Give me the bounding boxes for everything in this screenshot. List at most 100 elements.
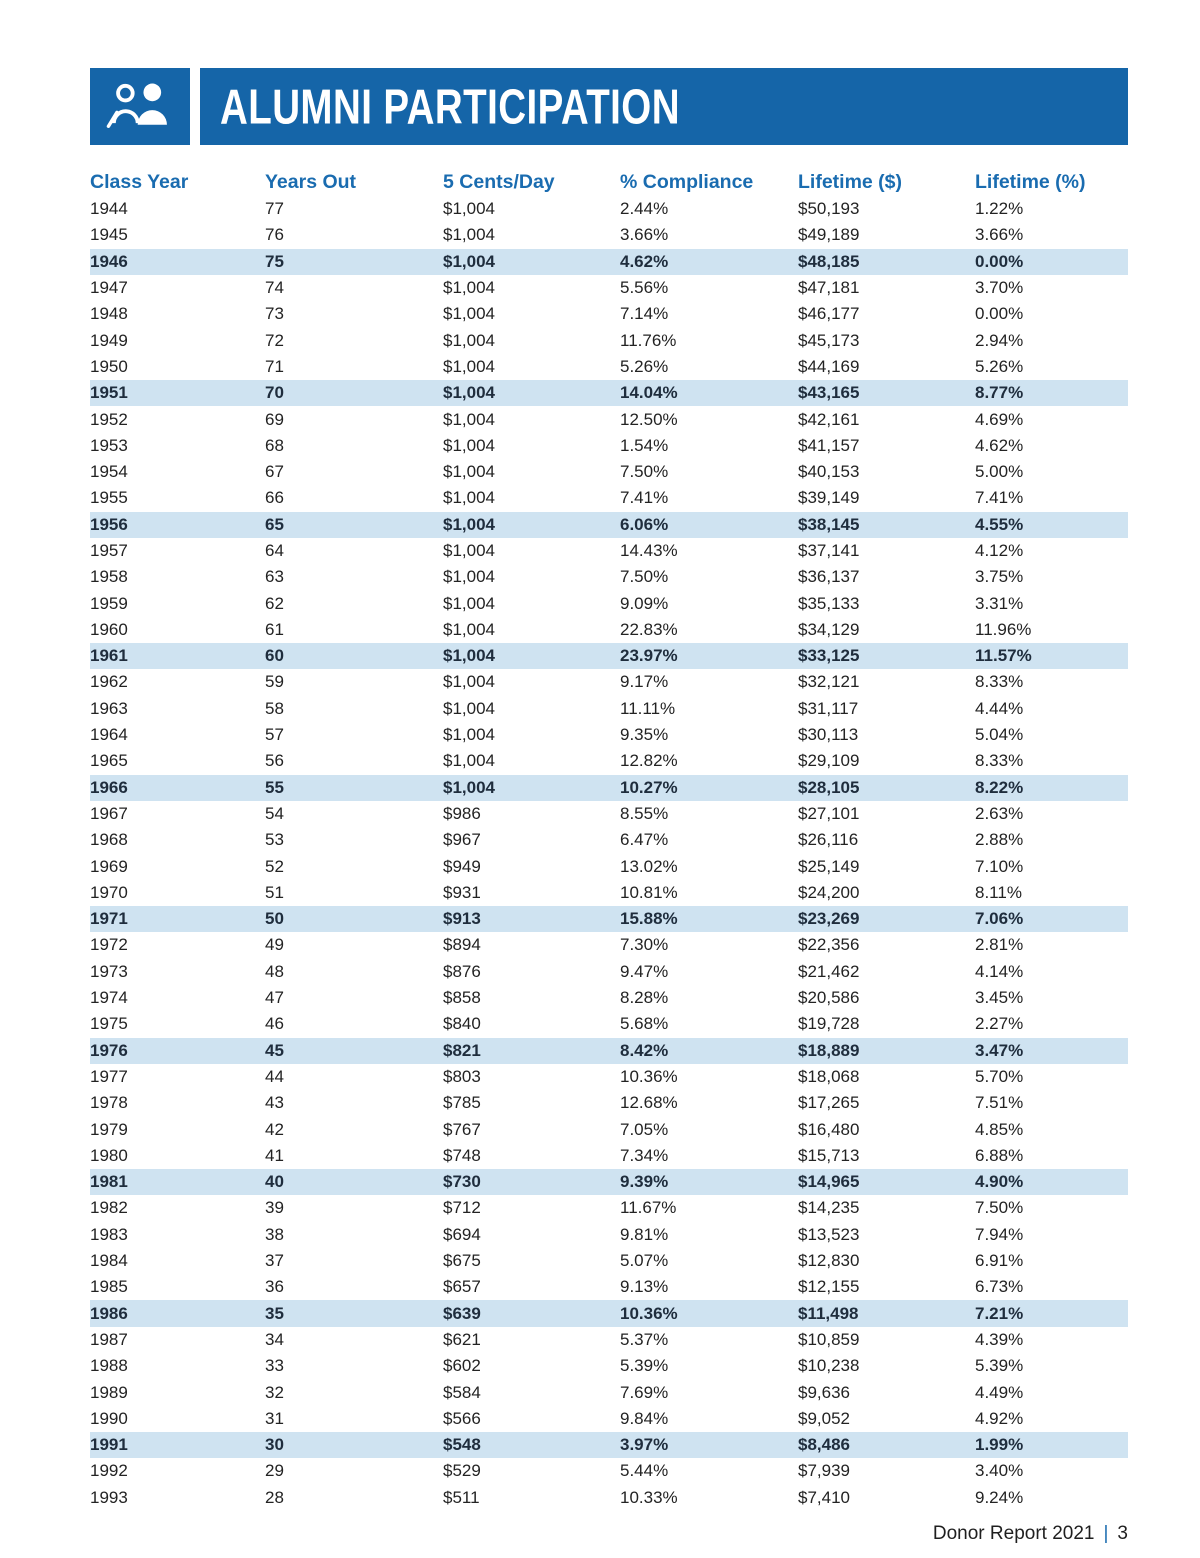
- table-cell-years-out: 45: [265, 1040, 284, 1060]
- table-cell-5-cents-day: $1,004: [443, 567, 495, 587]
- table-row: 1981 40 $730 9.39% $14,965 4.90%: [90, 1168, 1128, 1196]
- table-cell-years-out: 34: [265, 1329, 284, 1349]
- table-cell-class-year: 1964: [90, 725, 128, 745]
- table-cell-class-year: 1968: [90, 830, 128, 850]
- table-cell-years-out: 43: [265, 1093, 284, 1113]
- table-cell-5-cents-day: $1,004: [443, 356, 495, 376]
- table-cell-class-year: 1946: [90, 251, 128, 271]
- table-cell-years-out: 53: [265, 830, 284, 850]
- table-cell-years-out: 69: [265, 409, 284, 429]
- table-cell-5-cents-day: $876: [443, 961, 481, 981]
- table-cell-years-out: 56: [265, 751, 284, 771]
- table-row: 1977 44 $803 10.36% $18,068 5.70%: [90, 1064, 1128, 1090]
- table-row: 1969 52 $949 13.02% $25,149 7.10%: [90, 853, 1128, 879]
- table-cell-5-cents-day: $894: [443, 935, 481, 955]
- table-row: 1960 61 $1,004 22.83% $34,129 11.96%: [90, 617, 1128, 643]
- table-cell-compliance: 8.42%: [620, 1040, 669, 1060]
- table-cell-5-cents-day: $967: [443, 830, 481, 850]
- table-cell-lifetime: 1.99%: [975, 1435, 1024, 1455]
- table-row: 1964 57 $1,004 9.35% $30,113 5.04%: [90, 722, 1128, 748]
- table-cell-class-year: 1973: [90, 961, 128, 981]
- table-cell-5-cents-day: $529: [443, 1461, 481, 1481]
- table-row: 1991 30 $548 3.97% $8,486 1.99%: [90, 1431, 1128, 1459]
- table-cell-years-out: 75: [265, 251, 284, 271]
- table-cell-lifetime: $29,109: [798, 751, 860, 771]
- table-cell-compliance: 8.55%: [620, 803, 669, 823]
- table-cell-compliance: 7.34%: [620, 1145, 669, 1165]
- table-row: 1990 31 $566 9.84% $9,052 4.92%: [90, 1406, 1128, 1432]
- table-cell-class-year: 1957: [90, 541, 128, 560]
- table-cell-class-year: 1970: [90, 882, 128, 902]
- table-cell-class-year: 1963: [90, 698, 128, 718]
- table-cell-years-out: 50: [265, 909, 284, 929]
- table-cell-lifetime: $42,161: [798, 409, 860, 429]
- table-cell-5-cents-day: $1,004: [443, 304, 495, 324]
- table-row: 1992 29 $529 5.44% $7,939 3.40%: [90, 1458, 1128, 1484]
- table-cell-5-cents-day: $840: [443, 1014, 481, 1034]
- table-cell-lifetime: $13,523: [798, 1224, 860, 1244]
- table-cell-lifetime: $25,149: [798, 856, 860, 876]
- table-cell-compliance: 10.36%: [620, 1066, 678, 1086]
- table-cell-lifetime: 4.62%: [975, 435, 1024, 455]
- table-cell-lifetime: $8,486: [798, 1435, 850, 1455]
- table-cell-5-cents-day: $1,004: [443, 751, 495, 771]
- table-cell-years-out: 36: [265, 1277, 284, 1297]
- table-cell-years-out: 31: [265, 1408, 284, 1428]
- table-row: 1975 46 $840 5.68% $19,728 2.27%: [90, 1011, 1128, 1037]
- table-row: 1944 77 $1,004 2.44% $50,193 1.22%: [90, 196, 1128, 222]
- table-cell-years-out: 42: [265, 1119, 284, 1139]
- table-cell-lifetime: $24,200: [798, 882, 860, 902]
- table-cell-5-cents-day: $639: [443, 1303, 481, 1323]
- table-cell-5-cents-day: $1,004: [443, 646, 495, 666]
- table-cell-class-year: 1971: [90, 909, 128, 929]
- table-row: 1947 74 $1,004 5.56% $47,181 3.70%: [90, 275, 1128, 301]
- table-cell-years-out: 41: [265, 1145, 284, 1165]
- table-cell-class-year: 1956: [90, 514, 128, 534]
- table-cell-lifetime: $18,068: [798, 1066, 860, 1086]
- table-cell-compliance: 6.06%: [620, 514, 669, 534]
- table-cell-compliance: 14.43%: [620, 541, 678, 560]
- table-cell-5-cents-day: $803: [443, 1066, 481, 1086]
- table-cell-compliance: 9.39%: [620, 1172, 669, 1192]
- table-cell-lifetime: 3.31%: [975, 593, 1024, 613]
- alumni-people-icon: [90, 68, 190, 145]
- table-cell-years-out: 63: [265, 567, 284, 587]
- table-cell-years-out: 66: [265, 488, 284, 508]
- table-cell-5-cents-day: $821: [443, 1040, 481, 1060]
- table-cell-class-year: 1962: [90, 672, 128, 692]
- table-cell-class-year: 1951: [90, 383, 128, 403]
- table-cell-lifetime: $38,145: [798, 514, 860, 534]
- table-cell-class-year: 1978: [90, 1093, 128, 1113]
- table-row: 1974 47 $858 8.28% $20,586 3.45%: [90, 985, 1128, 1011]
- table-cell-lifetime: $39,149: [798, 488, 860, 508]
- table-cell-compliance: 11.76%: [620, 330, 677, 350]
- table-cell-years-out: 46: [265, 1014, 284, 1034]
- alumni-participation-table: Class Year Years Out 5 Cents/Day % Complian…: [90, 168, 1128, 1511]
- table-row: 1972 49 $894 7.30% $22,356 2.81%: [90, 932, 1128, 958]
- table-cell-lifetime: $11,498: [798, 1303, 859, 1323]
- table-cell-5-cents-day: $1,004: [443, 251, 495, 271]
- table-cell-compliance: 9.47%: [620, 961, 669, 981]
- table-cell-class-year: 1979: [90, 1119, 128, 1139]
- table-cell-lifetime: 2.63%: [975, 803, 1024, 823]
- table-cell-lifetime: $49,189: [798, 225, 860, 245]
- table-cell-compliance: 7.05%: [620, 1119, 669, 1139]
- table-cell-compliance: 12.82%: [620, 751, 678, 771]
- table-cell-years-out: 28: [265, 1487, 284, 1507]
- table-cell-class-year: 1983: [90, 1224, 128, 1244]
- table-cell-years-out: 37: [265, 1251, 284, 1271]
- table-cell-5-cents-day: $1,004: [443, 409, 495, 429]
- table-cell-lifetime: $50,193: [798, 199, 860, 219]
- table-cell-class-year: 1958: [90, 567, 128, 587]
- table-row: 1959 62 $1,004 9.09% $35,133 3.31%: [90, 590, 1128, 616]
- table-cell-lifetime: $7,939: [798, 1461, 850, 1481]
- table-cell-compliance: 5.07%: [620, 1251, 669, 1271]
- table-cell-years-out: 74: [265, 278, 284, 298]
- table-cell-class-year: 1952: [90, 409, 128, 429]
- table-cell-compliance: 5.68%: [620, 1014, 669, 1034]
- table-cell-lifetime: 7.94%: [975, 1224, 1024, 1244]
- table-cell-years-out: 48: [265, 961, 284, 981]
- table-cell-class-year: 1955: [90, 488, 128, 508]
- table-cell-5-cents-day: $931: [443, 882, 481, 902]
- table-cell-5-cents-day: $748: [443, 1145, 481, 1165]
